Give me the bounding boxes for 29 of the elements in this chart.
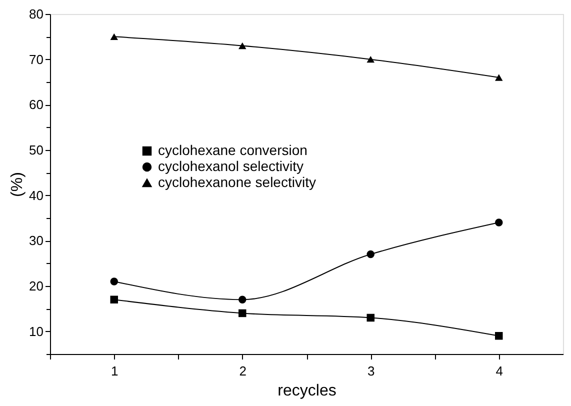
y-tick-label: 10	[29, 324, 44, 339]
y-tick-label: 50	[29, 142, 44, 158]
point	[110, 33, 118, 40]
point	[366, 250, 374, 258]
point	[238, 309, 246, 318]
point	[110, 296, 118, 304]
point	[495, 218, 503, 226]
x-tick-label: 4	[496, 364, 503, 378]
y-tick-label: 20	[29, 278, 44, 294]
point	[366, 314, 374, 322]
x-tick-label: 1	[111, 364, 118, 378]
y-tick-label: 70	[29, 52, 44, 67]
y-tick-label: 30	[29, 233, 44, 248]
x-tick-label: 3	[368, 364, 375, 378]
y-tick-label: 40	[29, 188, 44, 203]
legend-label: cyclohexane conversion	[158, 142, 308, 158]
point	[238, 42, 246, 50]
point	[366, 56, 374, 63]
legend-label: cyclohexanol selectivity	[158, 158, 304, 174]
y-tick-label: 60	[29, 97, 44, 112]
y-axis-title: (%)	[9, 172, 26, 197]
point	[495, 332, 503, 340]
point	[495, 74, 503, 81]
y-tick-label: 80	[29, 6, 44, 22]
point	[110, 278, 118, 286]
x-axis-title: recycles	[278, 382, 336, 400]
x-tick-label: 2	[239, 364, 246, 378]
point	[238, 296, 246, 304]
legend-label: cyclohexanone selectivity	[158, 174, 316, 190]
